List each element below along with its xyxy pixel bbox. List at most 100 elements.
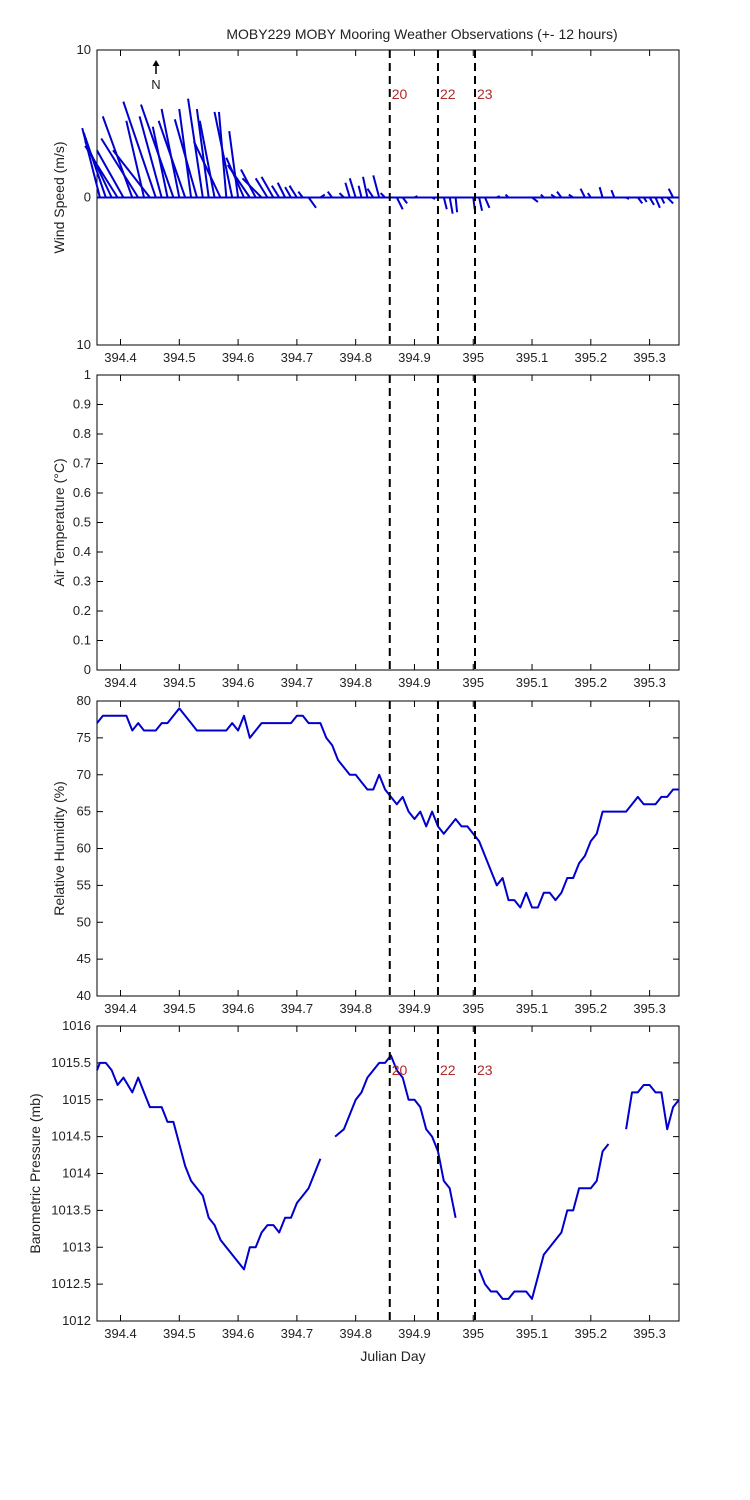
wind-vector: [344, 182, 351, 198]
x-tick-label: 394.8: [339, 675, 372, 690]
x-tick-label: 394.7: [281, 675, 314, 690]
y-tick-label: 0.9: [73, 397, 91, 412]
wind-vector: [667, 188, 675, 198]
y-tick-label: 0: [84, 190, 91, 205]
wind-vector: [357, 185, 363, 198]
y-tick-label: 1013: [62, 1239, 91, 1254]
wind-vector: [660, 197, 666, 204]
wind-vector: [326, 191, 333, 199]
wind-vector: [372, 175, 381, 198]
x-tick-label: 394.8: [339, 1326, 372, 1341]
y-tick-label: 1013.5: [51, 1202, 91, 1217]
wind-vector: [414, 195, 418, 199]
x-tick-label: 395.2: [575, 350, 608, 365]
relative-humidity-frame: [96, 700, 680, 997]
wind-vector: [648, 196, 655, 206]
y-tick-label: 1012: [62, 1313, 91, 1328]
x-tick-label: 394.4: [104, 675, 137, 690]
wind-vector: [556, 191, 563, 199]
barometric-pressure-y-label: Barometric Pressure (mb): [27, 1093, 43, 1253]
wind-vector: [140, 104, 175, 198]
x-tick-label: 394.5: [163, 675, 196, 690]
wind-vector: [395, 197, 404, 210]
wind-vector: [228, 130, 240, 198]
x-axis-label: Julian Day: [360, 1348, 425, 1364]
wind-vector: [550, 193, 557, 199]
x-tick-label: 395.2: [575, 1326, 608, 1341]
y-tick-label: 0: [84, 662, 91, 677]
air-temperature-y-label: Air Temperature (°C): [51, 458, 67, 586]
x-tick-label: 395: [462, 1326, 484, 1341]
y-tick-label: 10: [77, 337, 91, 352]
x-tick-label: 394.8: [339, 350, 372, 365]
barometric-pressure-line: [478, 1143, 610, 1300]
barometric-pressure-line: [625, 1084, 680, 1131]
wind-vector: [401, 196, 408, 204]
x-tick-label: 395.2: [575, 675, 608, 690]
wind-vector: [579, 188, 586, 198]
y-tick-label: 1015: [62, 1092, 91, 1107]
event-marker-label: 22: [440, 1062, 456, 1078]
wind-vector: [598, 186, 604, 198]
wind-vector: [379, 192, 386, 199]
wind-vector: [362, 176, 369, 198]
wind-vector: [484, 197, 491, 209]
y-tick-label: 40: [77, 988, 91, 1003]
y-tick-label: 0.1: [73, 633, 91, 648]
x-tick-label: 395.1: [516, 675, 549, 690]
wind-vector: [84, 141, 113, 198]
y-tick-label: 1: [84, 367, 91, 382]
wind-vector: [666, 196, 674, 205]
x-tick-label: 394.4: [104, 1326, 137, 1341]
chart-title: MOBY229 MOBY Mooring Weather Observation…: [226, 26, 617, 42]
y-tick-label: 1012.5: [51, 1276, 91, 1291]
relative-humidity-panel: 394.4 394.5 394.6 394.7 394.8 394.9 395 395.1 39…: [51, 693, 680, 1016]
x-tick-label: 394.8: [339, 1001, 372, 1016]
wind-vector: [84, 145, 119, 199]
x-tick-label: 394.7: [281, 1001, 314, 1016]
wind-vector: [478, 197, 484, 211]
wind-vector: [254, 177, 269, 199]
x-tick-label: 394.6: [222, 350, 255, 365]
wind-vector: [112, 149, 151, 199]
x-tick-label: 395.1: [516, 1326, 549, 1341]
wind-vector: [82, 132, 107, 198]
x-tick-label: 394.5: [163, 1326, 196, 1341]
wind-vector: [96, 149, 125, 198]
x-tick-label: 394.9: [398, 1326, 431, 1341]
y-tick-label: 0.7: [73, 456, 91, 471]
north-arrowhead-icon: [152, 60, 160, 66]
wind-vector: [431, 196, 436, 200]
y-tick-label: 50: [77, 914, 91, 929]
x-tick-label: 394.9: [398, 350, 431, 365]
y-tick-label: 0.5: [73, 515, 91, 530]
wind-vector: [642, 196, 648, 203]
x-tick-label: 394.5: [163, 1001, 196, 1016]
y-tick-label: 1014.5: [51, 1129, 91, 1144]
y-tick-label: 1016: [62, 1018, 91, 1033]
wind-vector: [198, 120, 216, 198]
relative-humidity-y-label: Relative Humidity (%): [51, 781, 67, 916]
wind-vector: [241, 177, 263, 199]
wind-vector: [610, 189, 616, 198]
wind-vector: [122, 101, 157, 198]
x-tick-label: 394.6: [222, 1001, 255, 1016]
wind-vector: [338, 192, 345, 199]
barometric-pressure-line: [334, 1054, 457, 1218]
wind-vector: [348, 178, 357, 198]
relative-humidity-line: [96, 707, 679, 909]
event-marker-label: 22: [440, 86, 456, 102]
x-tick-label: 394.9: [398, 1001, 431, 1016]
x-tick-label: 395.2: [575, 1001, 608, 1016]
panels: 394.4 394.5 394.6 394.7 394.8 394.9 395 395.1 39…: [27, 42, 680, 1341]
wind-vector: [496, 195, 501, 199]
x-tick-label: 394.6: [222, 1326, 255, 1341]
y-tick-label: 75: [77, 730, 91, 745]
x-tick-label: 395.3: [633, 1326, 666, 1341]
event-marker-label: 20: [392, 86, 408, 102]
event-marker-label: 23: [477, 1062, 493, 1078]
x-tick-label: 394.7: [281, 1326, 314, 1341]
wind-vector: [307, 196, 317, 209]
x-tick-label: 394.7: [281, 350, 314, 365]
